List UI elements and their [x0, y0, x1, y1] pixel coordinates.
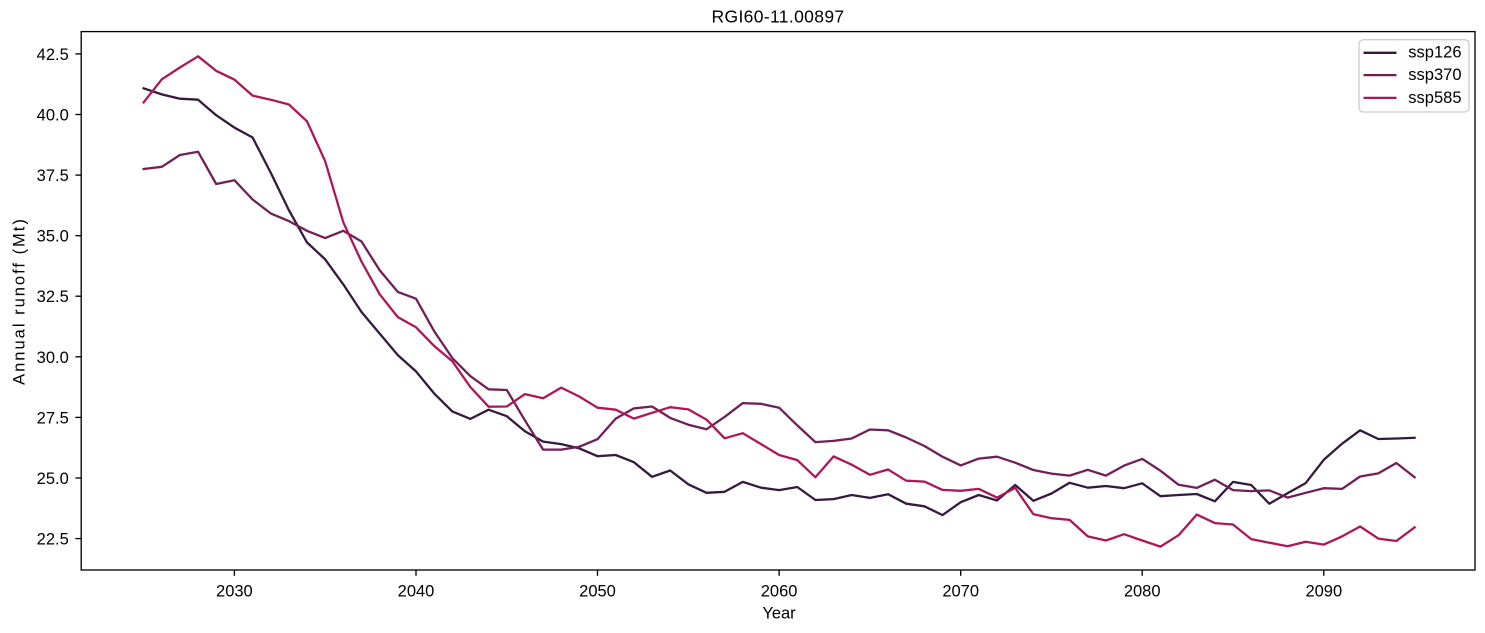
svg-text:27.5: 27.5	[37, 409, 69, 427]
svg-text:25.0: 25.0	[37, 470, 69, 488]
svg-text:ssp585: ssp585	[1408, 89, 1461, 107]
svg-text:37.5: 37.5	[37, 167, 69, 185]
svg-text:2080: 2080	[1124, 583, 1161, 601]
svg-text:2050: 2050	[579, 583, 616, 601]
svg-text:40.0: 40.0	[37, 107, 69, 125]
svg-text:2070: 2070	[942, 583, 979, 601]
svg-text:2060: 2060	[761, 583, 798, 601]
svg-text:Annual runoff (Mt): Annual runoff (Mt)	[11, 217, 29, 385]
svg-text:Year: Year	[762, 605, 796, 623]
svg-text:ssp126: ssp126	[1408, 44, 1461, 62]
svg-text:30.0: 30.0	[37, 349, 69, 367]
svg-text:32.5: 32.5	[37, 288, 69, 306]
svg-text:ssp370: ssp370	[1408, 66, 1461, 84]
svg-text:2040: 2040	[398, 583, 435, 601]
svg-text:RGI60-11.00897: RGI60-11.00897	[712, 6, 845, 26]
svg-text:2090: 2090	[1305, 583, 1342, 601]
svg-text:2030: 2030	[216, 583, 253, 601]
svg-text:35.0: 35.0	[37, 228, 69, 246]
svg-text:22.5: 22.5	[37, 531, 69, 549]
svg-text:42.5: 42.5	[37, 46, 69, 64]
